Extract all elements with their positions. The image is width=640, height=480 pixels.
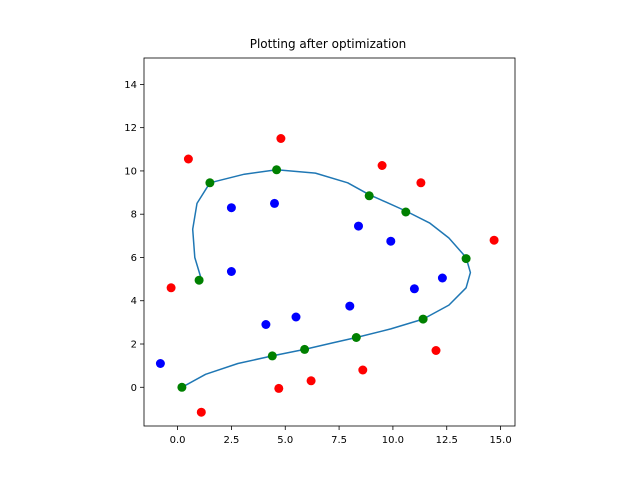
marker-series2-point-2 bbox=[291, 312, 301, 322]
x-tick-label: 15.0 bbox=[489, 435, 511, 446]
marker-series1-point-6 bbox=[489, 235, 499, 245]
marker-series1-point-1 bbox=[274, 383, 284, 393]
marker-series2-point-9 bbox=[226, 203, 236, 213]
marker-series3-point-7 bbox=[364, 191, 374, 201]
marker-series1-point-9 bbox=[183, 154, 193, 164]
marker-series1-point-8 bbox=[377, 161, 387, 170]
chart-title: Plotting after optimization bbox=[250, 37, 407, 51]
y-tick-label: 8 bbox=[131, 210, 137, 221]
axes-frame bbox=[143, 57, 516, 427]
marker-series3-point-10 bbox=[194, 275, 204, 285]
marker-series2-point-8 bbox=[354, 221, 363, 231]
marker-series3-point-4 bbox=[418, 314, 428, 324]
y-tick-label: 4 bbox=[131, 296, 137, 307]
marker-series3-point-9 bbox=[205, 178, 215, 188]
y-tick-label: 14 bbox=[124, 80, 137, 91]
marker-series1-point-2 bbox=[306, 376, 316, 386]
marker-series1-point-7 bbox=[416, 178, 426, 188]
marker-series1-point-0 bbox=[196, 407, 206, 417]
y-tick-label: 10 bbox=[124, 166, 137, 177]
y-tick-label: 6 bbox=[131, 253, 137, 264]
marker-series1-point-3 bbox=[358, 365, 368, 375]
marker-series3-point-6 bbox=[401, 207, 411, 217]
x-tick-label: 10.0 bbox=[382, 435, 404, 446]
marker-series1-point-4 bbox=[431, 346, 441, 355]
marker-series2-point-4 bbox=[409, 284, 419, 294]
marker-series2-point-10 bbox=[270, 198, 279, 208]
x-tick-label: 0.0 bbox=[170, 435, 186, 446]
y-tick-label: 2 bbox=[131, 340, 137, 351]
axes: 0.0 2.5 5.0 7.5 10.0 12.5 15.0 0 2 4 6 8 10 12 14 bbox=[124, 57, 516, 446]
x-tick-label: 7.5 bbox=[331, 435, 347, 446]
marker-series2-point-1 bbox=[261, 320, 271, 329]
optimized-curve bbox=[181, 169, 472, 388]
marker-series3-point-0 bbox=[177, 382, 187, 392]
marker-series3-point-8 bbox=[272, 165, 282, 175]
marker-series3-point-1 bbox=[267, 351, 277, 361]
marker-series3-point-3 bbox=[351, 333, 361, 342]
y-tick-label: 12 bbox=[124, 123, 137, 134]
marker-series2-point-3 bbox=[345, 301, 355, 311]
marker-series1-point-5 bbox=[166, 283, 176, 293]
marker-series3-point-2 bbox=[300, 344, 310, 354]
marker-series3-point-5 bbox=[461, 254, 471, 264]
x-tick-label: 12.5 bbox=[436, 435, 458, 446]
y-tick-label: 0 bbox=[131, 383, 137, 394]
marker-series2-point-0 bbox=[155, 359, 165, 368]
marker-series2-point-7 bbox=[386, 236, 396, 246]
x-tick-label: 2.5 bbox=[223, 435, 239, 446]
marker-series2-point-6 bbox=[226, 267, 236, 276]
marker-series1-point-10 bbox=[276, 134, 286, 143]
marker-series2-point-5 bbox=[437, 273, 447, 283]
x-tick-label: 5.0 bbox=[277, 435, 293, 446]
plot-area bbox=[155, 134, 499, 417]
